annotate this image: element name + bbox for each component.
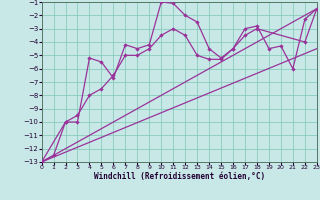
X-axis label: Windchill (Refroidissement éolien,°C): Windchill (Refroidissement éolien,°C) [94,172,265,181]
